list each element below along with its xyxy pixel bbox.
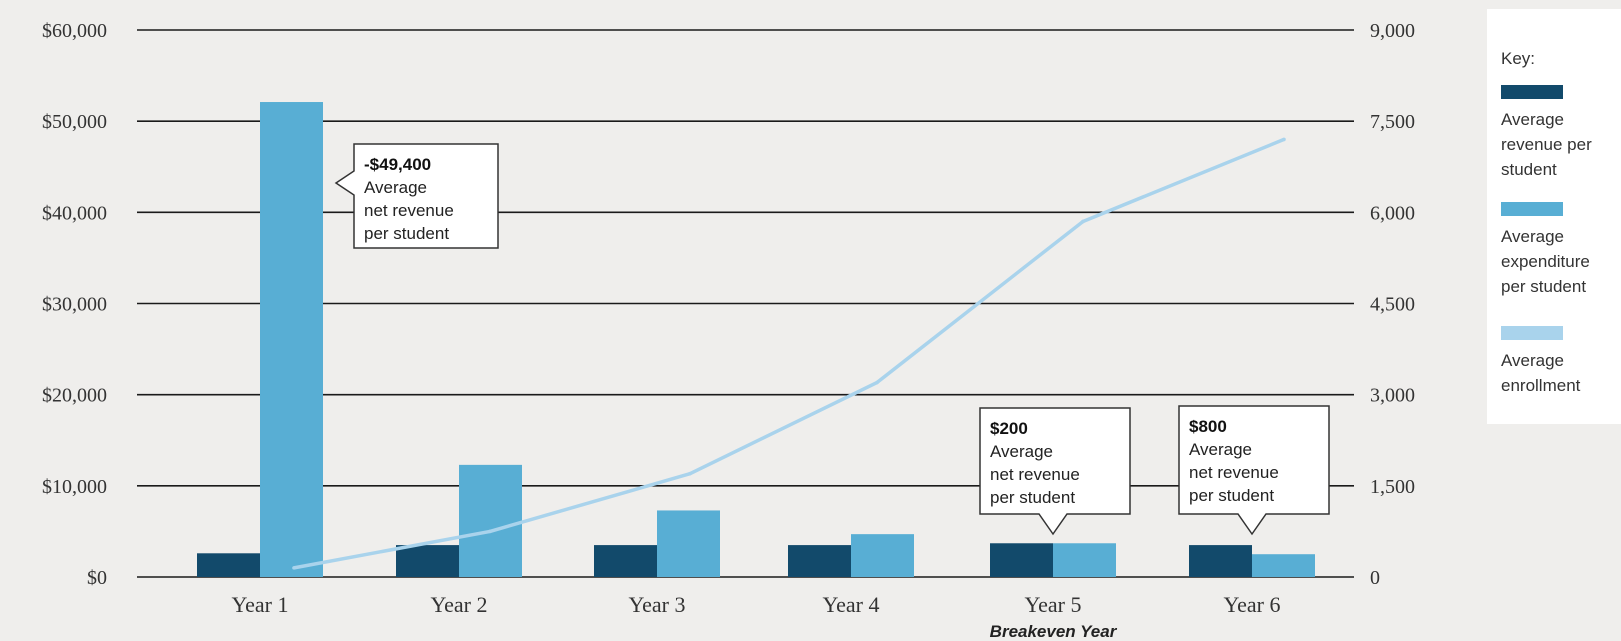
left-axis-ticks: $0 $10,000 $20,000 $30,000 $40,000 $50,000 $60… — [42, 20, 107, 589]
legend-swatch-expenditure — [1501, 202, 1563, 216]
callout-text: per student — [990, 488, 1075, 507]
callout-value: $800 — [1189, 417, 1227, 436]
right-tick-label: 3,000 — [1370, 385, 1415, 407]
legend-label-expenditure: Average expenditure per student — [1501, 227, 1590, 296]
enrollment-point — [688, 471, 692, 476]
callout-box — [979, 407, 1131, 536]
expenditure-bar — [851, 534, 914, 577]
right-tick-label: 6,000 — [1370, 202, 1415, 224]
callout-box — [334, 143, 499, 249]
enrollment-line — [293, 137, 1285, 570]
left-tick-label: $10,000 — [42, 476, 107, 498]
callout-text: net revenue — [364, 201, 454, 220]
legend-item-expenditure: Average expenditure per student — [1501, 202, 1621, 299]
legend-swatch-enrollment — [1501, 326, 1563, 340]
enrollment-point — [875, 380, 879, 385]
revenue-bar — [990, 543, 1053, 577]
right-tick-label: 7,500 — [1370, 111, 1415, 133]
left-tick-label: $50,000 — [42, 111, 107, 133]
enrollment-line-group — [292, 137, 1286, 570]
expenditure-bar — [459, 464, 522, 577]
legend-item-revenue: Average revenue per student — [1501, 85, 1621, 182]
expenditure-bar — [1053, 543, 1116, 577]
x-tick-label: Year 4 — [822, 592, 879, 617]
gridlines — [137, 29, 1354, 578]
right-tick-label: 4,500 — [1370, 294, 1415, 316]
x-tick-label: Year 3 — [628, 592, 685, 617]
revenue-bar — [594, 545, 657, 577]
right-axis-ticks: 0 1,500 3,000 4,500 6,000 7,500 9,000 — [1370, 20, 1415, 589]
legend-item-enrollment: Average enrollment — [1501, 326, 1621, 398]
enrollment-point — [1282, 137, 1286, 142]
callout-box — [1178, 405, 1330, 536]
callout-value: $200 — [990, 419, 1028, 438]
expenditure-bar — [1252, 554, 1315, 577]
revenue-bar — [197, 553, 260, 577]
combo-chart: $0 $10,000 $20,000 $30,000 $40,000 $50,000 $60… — [42, 20, 1415, 641]
legend-label-revenue: Average revenue per student — [1501, 110, 1592, 179]
expenditure-bar — [657, 510, 720, 577]
left-tick-label: $20,000 — [42, 385, 107, 407]
legend: Key: Average revenue per student Average… — [1487, 9, 1621, 424]
right-tick-label: 9,000 — [1370, 20, 1415, 42]
enrollment-point — [1081, 219, 1085, 224]
revenue-bar — [788, 545, 851, 577]
callout-text: per student — [364, 224, 449, 243]
callout-text: Average — [364, 178, 427, 197]
callout-text: Average — [1189, 440, 1252, 459]
legend-label-enrollment: Average enrollment — [1501, 351, 1581, 395]
enrollment-point — [488, 529, 492, 534]
left-tick-label: $40,000 — [42, 202, 107, 224]
revenue-bar — [1189, 545, 1252, 577]
x-tick-label: Year 5 — [1024, 592, 1081, 617]
callout-value: -$49,400 — [364, 155, 431, 174]
legend-swatch-revenue — [1501, 85, 1563, 99]
x-tick-label: Year 2 — [430, 592, 487, 617]
expenditure-bar — [260, 102, 323, 577]
callouts: -$49,400 Average net revenue per student $20… — [334, 143, 1330, 536]
callout-text: net revenue — [1189, 463, 1279, 482]
bars — [197, 102, 1315, 577]
right-tick-label: 0 — [1370, 567, 1380, 589]
left-tick-label: $30,000 — [42, 294, 107, 316]
left-tick-label: $0 — [87, 567, 107, 589]
callout-text: per student — [1189, 486, 1274, 505]
enrollment-point — [292, 566, 296, 570]
callout-text: Average — [990, 442, 1053, 461]
x-tick-label: Year 1 — [231, 592, 288, 617]
right-tick-label: 1,500 — [1370, 476, 1415, 498]
x-axis-ticks: Year 1 Year 2 Year 3 Year 4 Year 5 Breakeven … — [231, 592, 1280, 641]
legend-title: Key: — [1501, 49, 1536, 68]
callout-text: net revenue — [990, 465, 1080, 484]
revenue-bar — [396, 545, 459, 577]
x-sublabel: Breakeven Year — [990, 622, 1118, 641]
x-tick-label: Year 6 — [1223, 592, 1280, 617]
left-tick-label: $60,000 — [42, 20, 107, 42]
